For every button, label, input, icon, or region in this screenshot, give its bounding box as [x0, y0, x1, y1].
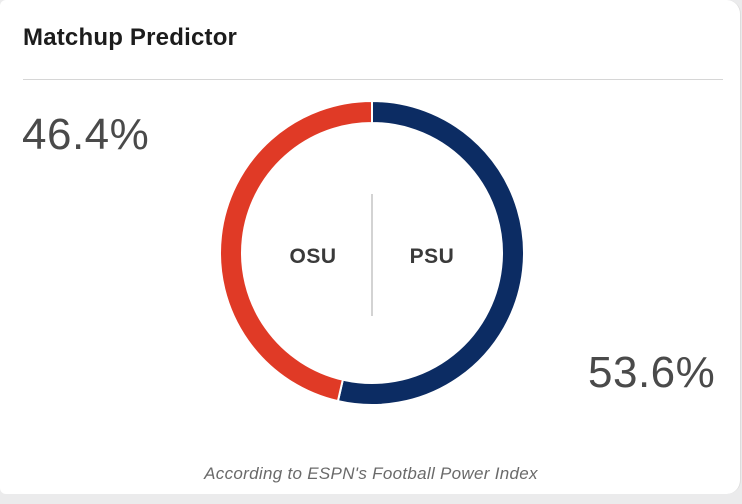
widget-title: Matchup Predictor: [23, 24, 238, 51]
donut-slices: [219, 99, 525, 406]
donut-chart: OSU PSU: [219, 99, 525, 406]
header-divider: [23, 79, 723, 80]
slice-osu: [219, 99, 373, 403]
osu-label: OSU: [289, 245, 336, 268]
matchup-predictor-card: Matchup Predictor 46.4% 53.6% OSU PSU Ac…: [0, 0, 741, 494]
psu-label: PSU: [410, 245, 455, 268]
psu-win-percentage: 53.6%: [588, 348, 716, 397]
source-footnote: According to ESPN's Football Power Index: [204, 464, 538, 483]
osu-win-percentage: 46.4%: [22, 110, 150, 159]
